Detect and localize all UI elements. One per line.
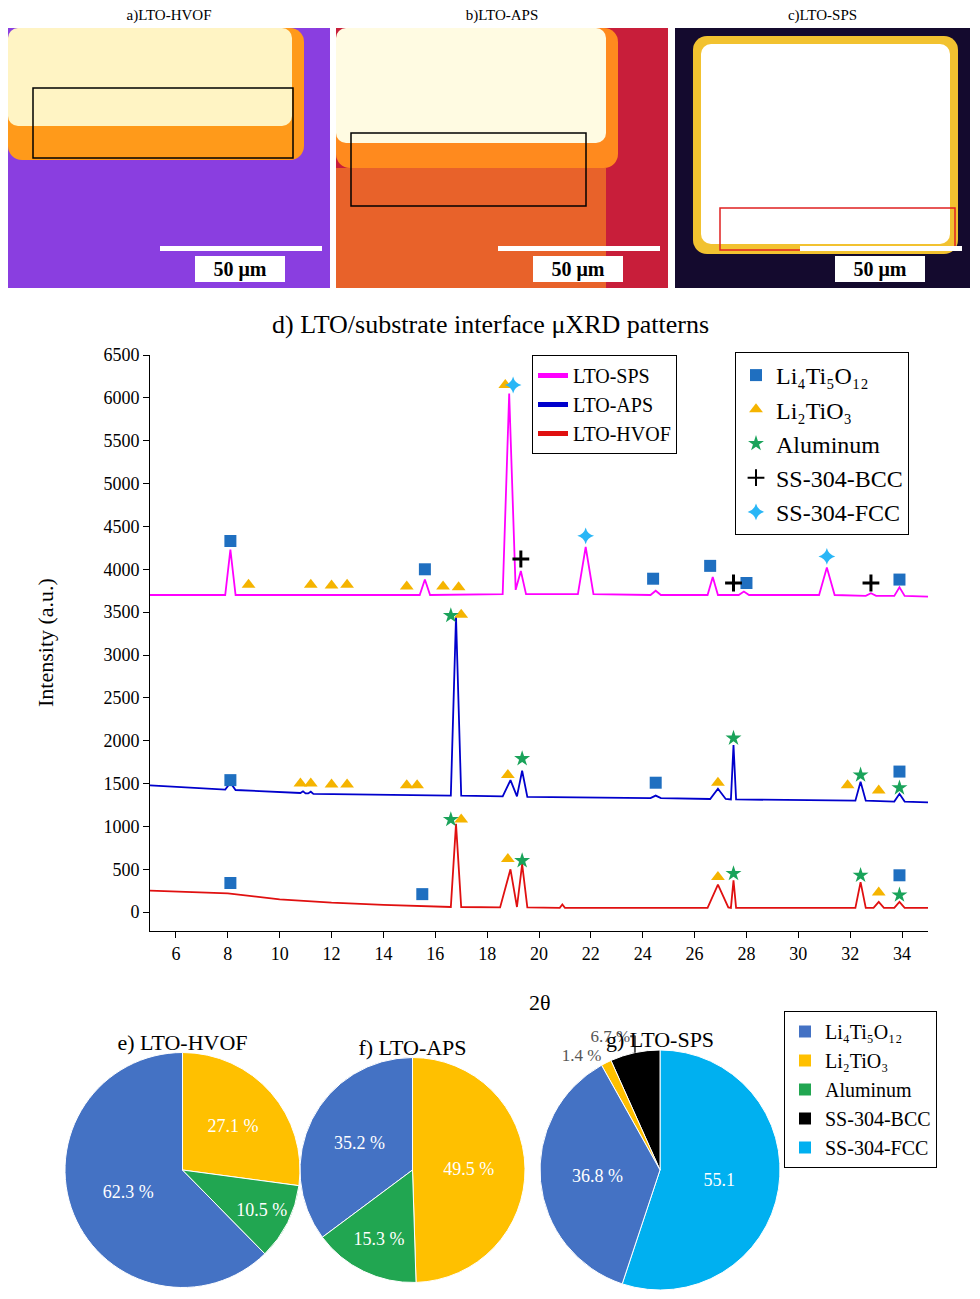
svg-text:22: 22 bbox=[582, 944, 600, 964]
svg-text:4000: 4000 bbox=[103, 560, 139, 580]
svg-text:3000: 3000 bbox=[103, 645, 139, 665]
svg-text:g) LTO-SPS: g) LTO-SPS bbox=[606, 1027, 714, 1052]
svg-text:4500: 4500 bbox=[103, 517, 139, 537]
svg-text:d) LTO/substrate interface μXR: d) LTO/substrate interface μXRD patterns bbox=[272, 310, 709, 339]
svg-text:Li₄Ti₅O₁₂: Li₄Ti₅O₁₂ bbox=[776, 363, 869, 389]
svg-text:2000: 2000 bbox=[103, 731, 139, 751]
svg-text:26: 26 bbox=[686, 944, 704, 964]
svg-text:18: 18 bbox=[478, 944, 496, 964]
svg-text:Aluminum: Aluminum bbox=[776, 432, 880, 458]
svg-text:1000: 1000 bbox=[103, 817, 139, 837]
svg-text:49.5 %: 49.5 % bbox=[443, 1159, 494, 1179]
svg-text:Li₂TiO₃: Li₂TiO₃ bbox=[776, 398, 852, 424]
svg-text:35.2 %: 35.2 % bbox=[334, 1133, 385, 1153]
svg-text:30: 30 bbox=[789, 944, 807, 964]
svg-text:e) LTO-HVOF: e) LTO-HVOF bbox=[117, 1030, 247, 1055]
svg-text:5500: 5500 bbox=[103, 431, 139, 451]
svg-text:16: 16 bbox=[426, 944, 444, 964]
svg-text:2500: 2500 bbox=[103, 688, 139, 708]
svg-text:LTO-HVOF: LTO-HVOF bbox=[573, 423, 671, 445]
svg-text:50 μm: 50 μm bbox=[854, 258, 907, 281]
svg-text:50 μm: 50 μm bbox=[214, 258, 267, 281]
svg-text:12: 12 bbox=[323, 944, 341, 964]
svg-text:14: 14 bbox=[374, 944, 392, 964]
svg-text:62.3 %: 62.3 % bbox=[103, 1182, 154, 1202]
svg-text:6000: 6000 bbox=[103, 388, 139, 408]
svg-text:2θ: 2θ bbox=[529, 990, 551, 1015]
svg-text:3500: 3500 bbox=[103, 602, 139, 622]
svg-text:Li₂TiO₃: Li₂TiO₃ bbox=[825, 1050, 888, 1072]
svg-text:24: 24 bbox=[634, 944, 652, 964]
svg-text:28: 28 bbox=[737, 944, 755, 964]
svg-text:Li₄Ti₅O₁₂: Li₄Ti₅O₁₂ bbox=[825, 1021, 902, 1043]
svg-text:6: 6 bbox=[171, 944, 180, 964]
svg-text:6500: 6500 bbox=[103, 345, 139, 365]
svg-text:5000: 5000 bbox=[103, 474, 139, 494]
svg-text:LTO-SPS: LTO-SPS bbox=[573, 365, 650, 387]
svg-text:27.1 %: 27.1 % bbox=[207, 1116, 258, 1136]
svg-text:b)LTO-APS: b)LTO-APS bbox=[466, 7, 539, 24]
svg-text:a)LTO-HVOF: a)LTO-HVOF bbox=[127, 7, 212, 24]
svg-text:10: 10 bbox=[271, 944, 289, 964]
svg-text:8: 8 bbox=[223, 944, 232, 964]
svg-text:Aluminum: Aluminum bbox=[825, 1079, 912, 1101]
svg-text:LTO-APS: LTO-APS bbox=[573, 394, 653, 416]
svg-text:20: 20 bbox=[530, 944, 548, 964]
svg-text:55.1: 55.1 bbox=[703, 1170, 735, 1190]
svg-text:Intensity (a.u.): Intensity (a.u.) bbox=[33, 578, 58, 707]
svg-text:f) LTO-APS: f) LTO-APS bbox=[358, 1035, 466, 1060]
svg-text:SS-304-BCC: SS-304-BCC bbox=[825, 1108, 931, 1130]
svg-text:SS-304-FCC: SS-304-FCC bbox=[776, 500, 900, 526]
svg-text:32: 32 bbox=[841, 944, 859, 964]
svg-text:10.5 %: 10.5 % bbox=[236, 1200, 287, 1220]
svg-text:SS-304-BCC: SS-304-BCC bbox=[776, 466, 903, 492]
svg-text:0: 0 bbox=[130, 902, 139, 922]
svg-text:34: 34 bbox=[893, 944, 911, 964]
svg-text:SS-304-FCC: SS-304-FCC bbox=[825, 1137, 928, 1159]
svg-text:6.7 %: 6.7 % bbox=[591, 1027, 631, 1046]
svg-text:1.4 %: 1.4 % bbox=[562, 1046, 602, 1065]
svg-text:c)LTO-SPS: c)LTO-SPS bbox=[788, 7, 857, 24]
svg-text:500: 500 bbox=[112, 860, 139, 880]
svg-text:15.3 %: 15.3 % bbox=[354, 1229, 405, 1249]
svg-text:36.8 %: 36.8 % bbox=[572, 1166, 623, 1186]
svg-text:50 μm: 50 μm bbox=[552, 258, 605, 281]
svg-text:1500: 1500 bbox=[103, 774, 139, 794]
